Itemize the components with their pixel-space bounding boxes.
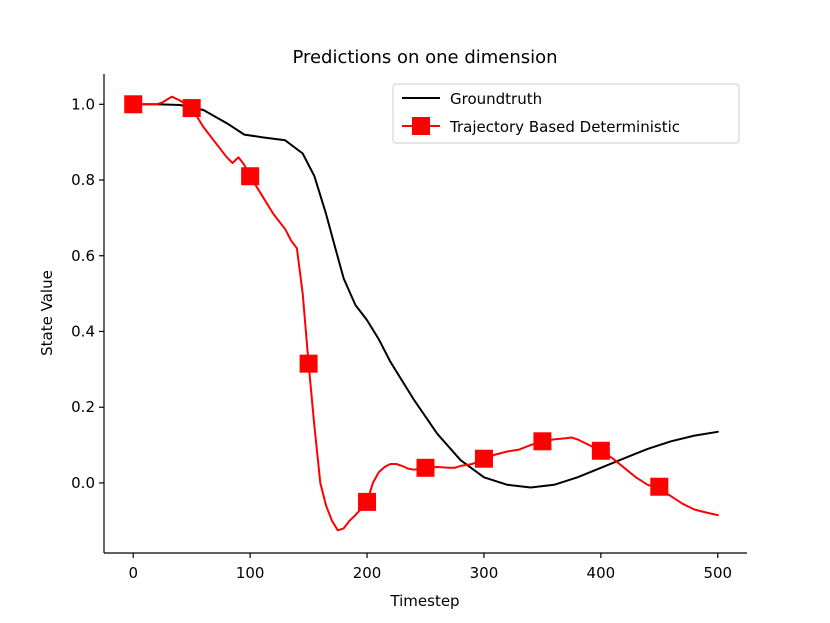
x-tick-label: 500 [703, 564, 732, 582]
y-tick-label: 0.4 [71, 322, 95, 340]
trajectory-marker [591, 441, 610, 460]
x-tick-label: 200 [353, 564, 382, 582]
trajectory-marker [182, 99, 201, 118]
x-tick-label: 300 [470, 564, 499, 582]
series-layer [124, 95, 719, 532]
chart-title: Predictions on one dimension [292, 47, 557, 68]
x-axis-label: Timestep [389, 592, 459, 610]
trajectory-marker [299, 354, 318, 373]
trajectory-marker [533, 432, 552, 451]
legend-groundtruth-label: Groundtruth [450, 90, 542, 108]
trajectory-marker [650, 477, 669, 496]
x-tick-label: 100 [236, 564, 265, 582]
y-tick-label: 0.0 [71, 474, 95, 492]
x-tick-label: 0 [128, 564, 138, 582]
groundtruth-line [132, 103, 719, 489]
y-tick-label: 0.6 [71, 247, 95, 265]
trajectory-marker [124, 95, 143, 114]
trajectory-marker [358, 492, 377, 511]
x-tick-label: 400 [587, 564, 616, 582]
legend-frame [392, 83, 740, 144]
legend-trajectory-marker [412, 117, 430, 135]
legend-trajectory-label: Trajectory Based Deterministic [449, 118, 680, 136]
trajectory-line [132, 95, 719, 532]
y-tick-label: 0.2 [71, 398, 95, 416]
legend: Groundtruth Trajectory Based Determinist… [392, 83, 740, 144]
trajectory-marker [474, 449, 493, 468]
trajectory-marker [241, 167, 260, 186]
x-axis-ticks: 0 100 200 300 400 500 [128, 553, 732, 582]
y-tick-label: 1.0 [71, 95, 95, 113]
trajectory-marker [416, 458, 435, 477]
y-tick-label: 0.8 [71, 171, 95, 189]
y-axis-label: State Value [38, 270, 56, 356]
y-axis-ticks: 0.0 0.2 0.4 0.6 0.8 1.0 [71, 95, 104, 492]
